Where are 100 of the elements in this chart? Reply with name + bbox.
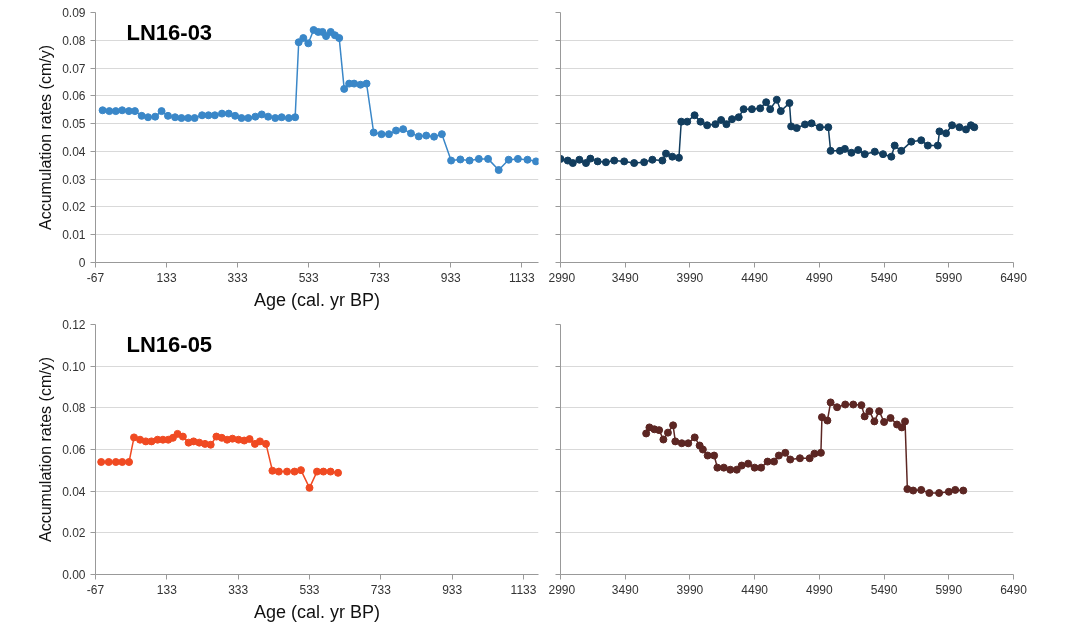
point (305, 483, 314, 492)
y-axis-title: Accumulation rates (cm/y) (37, 45, 55, 230)
x-tick-label: 333 (228, 582, 249, 597)
point (663, 428, 672, 437)
point (897, 423, 906, 432)
point (710, 451, 719, 460)
point (805, 454, 814, 463)
point (763, 457, 772, 466)
point (886, 414, 895, 423)
x-tick-label: 3490 (611, 270, 639, 285)
point (111, 458, 120, 466)
y-tick-label: 0.00 (62, 568, 86, 582)
y-tick-label: 0.03 (62, 172, 86, 187)
x-tick-label: 733 (370, 582, 392, 597)
point (245, 435, 254, 444)
x-tick-label: 5990 (935, 582, 963, 597)
point (677, 439, 686, 448)
point (290, 467, 299, 476)
point (770, 457, 779, 466)
point (959, 486, 968, 495)
y-axis-title: Accumulation rates (cm/y) (37, 357, 55, 542)
point (826, 398, 835, 407)
point (901, 417, 910, 426)
x-tick-label: 4990 (806, 582, 834, 597)
x-tick-label: 533 (298, 270, 319, 285)
x-tick-label: 933 (442, 582, 463, 597)
point (737, 461, 746, 470)
point (97, 458, 106, 466)
point (313, 467, 321, 476)
point (880, 418, 889, 426)
y-tick-label: 0.02 (62, 200, 86, 215)
point (206, 440, 215, 449)
x-tick-label: 2990 (548, 582, 576, 597)
point (732, 465, 741, 474)
point (655, 426, 664, 435)
chart-title: LN16-03 (126, 20, 213, 45)
point (744, 459, 753, 468)
point (781, 448, 790, 457)
y-tick-label: 0.06 (62, 89, 86, 104)
x-tick-label: 5990 (935, 270, 963, 285)
x-tick-label: 133 (156, 582, 178, 597)
x-tick-label: 3990 (676, 270, 704, 285)
y-tick-label: 0.04 (62, 144, 86, 159)
y-tick-label: 0.06 (62, 443, 86, 457)
point (750, 463, 759, 472)
x-tick-label: 3990 (676, 582, 704, 597)
x-tick-label: 4990 (806, 270, 834, 285)
y-tick-label: 0.12 (62, 318, 86, 332)
point (118, 458, 127, 466)
y-tick-label: 0.05 (62, 117, 86, 132)
y-tick-label: 0.08 (62, 33, 86, 48)
point (925, 489, 934, 498)
point (261, 439, 270, 448)
x-tick-label: 3490 (611, 582, 639, 597)
point (816, 448, 825, 457)
x-tick-label: 1133 (510, 582, 537, 597)
point (642, 429, 651, 438)
point (283, 467, 292, 476)
x-tick-label: 133 (156, 270, 177, 285)
point (860, 412, 869, 421)
y-tick-label: 0.07 (62, 61, 86, 76)
point (178, 432, 187, 441)
point (726, 465, 735, 474)
point (951, 485, 960, 494)
point (334, 468, 343, 477)
x-tick-label: 333 (227, 270, 248, 285)
y-tick-label: 0.08 (62, 401, 86, 416)
y-tick-label: 0.01 (62, 228, 86, 243)
point (268, 466, 277, 475)
point (719, 463, 728, 472)
y-tick-label: 0.04 (62, 484, 86, 499)
x-tick-label: -67 (86, 270, 105, 285)
x-tick-label: 733 (369, 270, 391, 285)
x-tick-label: 533 (299, 582, 320, 597)
point (698, 445, 707, 454)
x-tick-label: 4490 (741, 270, 769, 285)
point (795, 454, 804, 463)
point (255, 437, 264, 446)
x-tick-label: 5490 (870, 582, 898, 597)
x-tick-label: 5490 (870, 270, 898, 285)
point (833, 403, 842, 412)
y-tick-label: 0.09 (62, 6, 86, 20)
point (944, 487, 953, 496)
point (935, 489, 944, 498)
point (671, 437, 680, 446)
point (909, 486, 918, 495)
point (849, 400, 858, 409)
x-tick-label: 6490 (1000, 270, 1028, 285)
point (326, 467, 335, 476)
x-tick-label: 2990 (548, 270, 576, 285)
point (669, 421, 678, 430)
point (703, 451, 712, 460)
x-axis-title: Age (cal. yr BP) (253, 289, 381, 310)
point (870, 417, 879, 426)
point (274, 467, 283, 476)
point (857, 401, 866, 410)
point (786, 455, 795, 464)
point (659, 435, 668, 444)
point (817, 413, 826, 422)
chart-title: LN16-05 (126, 332, 213, 357)
